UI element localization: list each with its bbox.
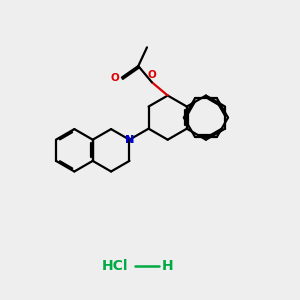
- Text: HCl: HCl: [101, 259, 128, 273]
- Text: N: N: [125, 135, 134, 145]
- Text: O: O: [111, 73, 119, 82]
- Text: O: O: [148, 70, 156, 80]
- Text: H: H: [162, 259, 173, 273]
- Text: N: N: [125, 135, 134, 145]
